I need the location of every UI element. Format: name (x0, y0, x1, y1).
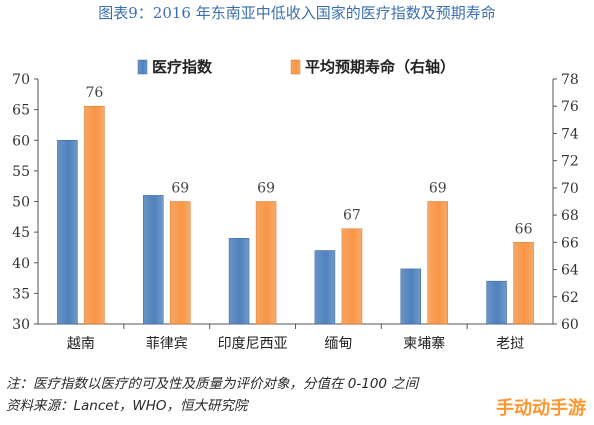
right-tick-label: 62 (561, 290, 579, 306)
left-tick-label: 60 (12, 133, 30, 149)
bar-life-expectancy (84, 105, 105, 325)
watermark-text: 手动动手游 (496, 398, 586, 419)
legend-label-medical-index: 医疗指数 (152, 58, 213, 76)
right-tick-label: 78 (561, 72, 579, 88)
chart-title: 图表9：2016 年东南亚中低收入国家的医疗指数及预期寿命 (98, 4, 496, 22)
source-text: 资料来源：Lancet，WHO，恒大研究院 (6, 398, 248, 414)
category-label: 菲律宾 (146, 336, 188, 352)
bar-medical-index (228, 238, 250, 325)
bar-medical-index (143, 195, 164, 325)
title-bar: 图表9：2016 年东南亚中低收入国家的医疗指数及预期寿命 (0, 0, 594, 27)
right-tick-label: 74 (561, 126, 579, 142)
data-label: 69 (257, 181, 275, 197)
legend-swatch-medical-index (137, 59, 148, 75)
data-label: 69 (171, 181, 189, 197)
data-label: 76 (86, 85, 104, 101)
bar-medical-index (314, 250, 336, 325)
category-label: 老挝 (496, 336, 524, 352)
bar-medical-index (486, 280, 507, 325)
bar-life-expectancy (427, 201, 448, 325)
bar-medical-index (400, 268, 421, 325)
chart: 30 35 40 45 50 55 60 65 70 60 62 64 66 68 70 72 74 76 78 76… (12, 58, 579, 352)
left-tick-label: 45 (12, 225, 30, 241)
left-tick-label: 50 (12, 195, 30, 211)
bar-life-expectancy (170, 201, 191, 325)
watermark-logo: 手动动手游 (466, 393, 586, 421)
note-text: 注：医疗指数以医疗的可及性及质量为评价对象，分值在 0-100 之间 (6, 376, 419, 392)
left-tick-label: 65 (12, 103, 30, 119)
legend-label-life-expectancy: 平均预期寿命（右轴） (305, 58, 455, 76)
right-tick-label: 64 (561, 263, 579, 279)
right-tick-label: 76 (561, 99, 579, 115)
legend-swatch-life-expectancy (290, 59, 301, 75)
category-label: 柬埔寨 (403, 335, 445, 352)
left-tick-label: 30 (12, 317, 30, 333)
right-tick-label: 66 (561, 235, 579, 251)
category-label: 印度尼西亚 (218, 336, 288, 352)
left-tick-label: 40 (12, 256, 30, 272)
bar-medical-index (57, 140, 78, 325)
left-tick-label: 70 (12, 72, 30, 88)
left-tick-label: 55 (12, 164, 30, 180)
data-label: 66 (515, 221, 533, 237)
right-tick-label: 72 (561, 154, 579, 170)
category-label: 缅甸 (324, 336, 352, 352)
right-tick-label: 60 (561, 317, 579, 333)
bar-life-expectancy (255, 201, 277, 325)
data-label: 67 (343, 208, 361, 224)
footnote: 注：医疗指数以医疗的可及性及质量为评价对象，分值在 0-100 之间 资料来源：… (6, 373, 586, 417)
right-tick-label: 70 (561, 181, 579, 197)
bar-life-expectancy (341, 228, 363, 325)
right-tick-label: 68 (561, 208, 579, 224)
category-label: 越南 (67, 336, 95, 352)
bar-life-expectancy (513, 242, 534, 325)
data-label: 69 (429, 181, 447, 197)
left-tick-label: 35 (12, 286, 30, 302)
